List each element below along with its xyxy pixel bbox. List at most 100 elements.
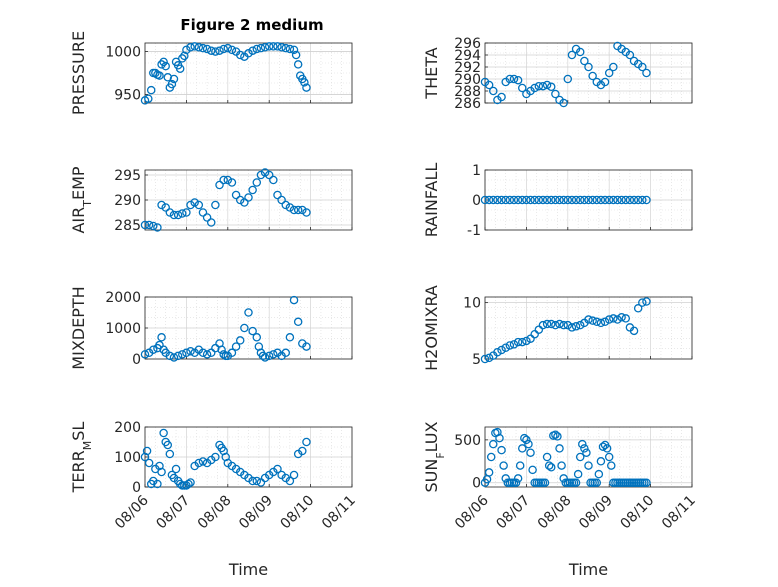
- grid: [484, 42, 693, 104]
- data-point: [175, 64, 185, 73]
- data-point: [298, 446, 307, 456]
- data-point: [509, 340, 519, 349]
- y-tick-label: 286: [454, 96, 481, 112]
- data-point: [542, 195, 552, 205]
- grid: [144, 42, 353, 104]
- data-point: [182, 348, 191, 358]
- data-point: [190, 198, 199, 207]
- data-point: [289, 45, 299, 55]
- data-point: [633, 195, 643, 205]
- data-point: [146, 85, 156, 95]
- data-point: [264, 170, 274, 180]
- data-point: [575, 452, 585, 462]
- data-point: [256, 170, 266, 180]
- data-point: [260, 168, 270, 177]
- data-point: [298, 205, 307, 215]
- data-point: [542, 319, 552, 329]
- y-tick-label: 1000: [105, 321, 141, 337]
- y-tick-label: 500: [454, 433, 481, 449]
- data-point: [584, 195, 593, 205]
- data-point: [178, 209, 187, 218]
- data-point: [281, 348, 291, 358]
- data-point: [248, 476, 257, 486]
- data-point: [227, 45, 237, 55]
- data-point: [194, 458, 204, 468]
- data-point: [264, 42, 274, 51]
- data-point: [553, 432, 562, 441]
- data-point: [244, 49, 253, 58]
- data-point: [499, 461, 508, 470]
- data-point: [613, 315, 622, 324]
- data-point: [484, 353, 494, 363]
- data-point: [155, 340, 164, 350]
- data-point: [505, 74, 515, 84]
- data-point: [546, 319, 556, 329]
- axes-box: [484, 42, 693, 104]
- data-point: [252, 178, 262, 187]
- data-point: [178, 350, 187, 359]
- y-axis-label: PRESSURE: [69, 31, 88, 115]
- y-axis-label: MIXDEPTH: [69, 286, 88, 369]
- data-point: [211, 452, 220, 462]
- data-point: [159, 57, 168, 67]
- y-tick-label: 295: [114, 168, 141, 184]
- data-point: [633, 304, 643, 313]
- data-point: [165, 351, 175, 361]
- data-point: [140, 220, 150, 230]
- data-point: [592, 478, 602, 487]
- y-axis-label: RAINFALL: [422, 163, 441, 238]
- data-point: [165, 449, 175, 459]
- data-point: [588, 316, 597, 325]
- data-point: [173, 351, 183, 361]
- y-axis-label: THETA: [422, 47, 441, 99]
- data-point: [484, 468, 494, 477]
- data-point: [559, 320, 568, 330]
- data-point: [277, 43, 286, 52]
- data-point: [240, 323, 249, 333]
- y-tick-label: 0: [472, 476, 481, 492]
- y-tick-label: 0: [132, 480, 141, 496]
- data-point: [155, 71, 164, 80]
- y-axis-label: TERRMSL: [69, 422, 94, 494]
- data-point: [546, 82, 556, 92]
- panel-mixdepth: 0 1000 2000 MIXDEPTH: [69, 286, 353, 370]
- data-point: [530, 195, 539, 205]
- data-point: [642, 297, 651, 306]
- data-point: [489, 195, 498, 205]
- data-point: [563, 74, 573, 84]
- data-point: [538, 81, 548, 91]
- axes-box: [144, 42, 353, 104]
- data-point: [559, 195, 568, 205]
- y-tick-label: 200: [114, 420, 141, 436]
- data-point: [580, 195, 589, 205]
- y-tick-label: -1: [467, 223, 481, 239]
- data-point: [489, 439, 498, 449]
- data-point: [163, 440, 173, 450]
- data-point: [551, 430, 560, 439]
- data-point: [169, 210, 179, 220]
- y-tick-label: 100: [114, 450, 141, 466]
- data-point: [157, 200, 166, 210]
- data-point: [526, 195, 535, 205]
- data-point: [269, 350, 278, 359]
- data-point: [551, 195, 560, 205]
- data-point: [546, 195, 556, 205]
- data-point: [540, 478, 550, 487]
- data-point: [248, 185, 257, 195]
- data-point: [534, 81, 544, 91]
- data-point: [638, 195, 647, 205]
- grid: [484, 426, 693, 488]
- data-point: [520, 433, 529, 443]
- data-point: [518, 337, 527, 347]
- x-axis-label: Time: [228, 560, 268, 579]
- y-tick-label: 285: [114, 218, 141, 234]
- data-point: [596, 318, 606, 328]
- data-point: [555, 319, 564, 329]
- data-point: [248, 326, 257, 336]
- data-point: [513, 195, 523, 205]
- data-point: [551, 89, 560, 99]
- data-point: [273, 42, 282, 51]
- data-point: [244, 193, 253, 202]
- data-point: [260, 353, 270, 362]
- data-point: [480, 354, 490, 364]
